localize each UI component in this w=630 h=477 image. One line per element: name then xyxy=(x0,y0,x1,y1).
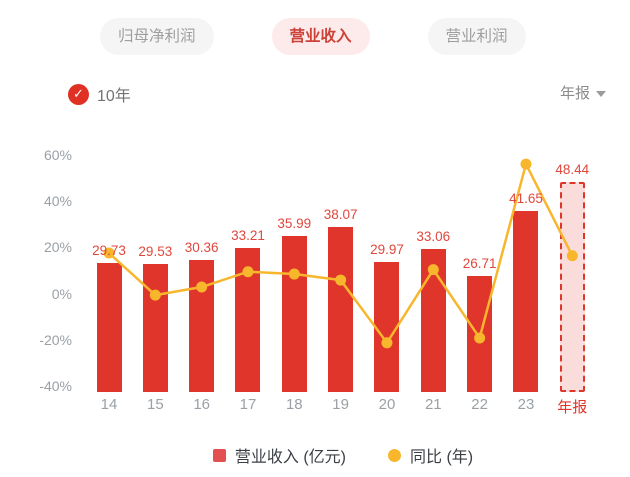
x-axis-label-年报: 年报 xyxy=(557,399,588,416)
bar-17[interactable] xyxy=(235,248,261,392)
y-axis-tick: 60% xyxy=(43,146,72,163)
tab-operating-profit[interactable]: 营业利润 xyxy=(427,18,526,55)
bar-value-label-20: 29.97 xyxy=(370,242,404,258)
checkmark-icon: ✓ xyxy=(68,83,89,105)
bar-value-label-14: 29.73 xyxy=(92,243,126,259)
bar-value-label-年报: 48.44 xyxy=(555,162,590,177)
report-period-label: 年报 xyxy=(559,85,590,102)
bar-20[interactable] xyxy=(374,262,400,392)
yoy-dot-23[interactable] xyxy=(520,158,532,170)
x-axis-label-18: 18 xyxy=(285,396,303,413)
bar-forecast[interactable] xyxy=(559,182,585,392)
tab-operating-revenue[interactable]: 营业收入 xyxy=(271,18,370,55)
x-axis-label-19: 19 xyxy=(332,396,349,413)
x-axis-label-22: 22 xyxy=(471,396,488,413)
x-axis-label-21: 21 xyxy=(424,396,442,413)
bar-21[interactable] xyxy=(420,248,446,392)
x-axis-label-20: 20 xyxy=(378,396,396,413)
bar-value-label-16: 30.36 xyxy=(184,240,219,256)
x-axis-label-23: 23 xyxy=(517,396,535,413)
yoy-swatch-icon xyxy=(388,448,401,462)
bar-23[interactable] xyxy=(513,211,539,392)
metric-tabs: 归母净利润 营业收入 营业利润 xyxy=(100,18,526,55)
bar-value-label-18: 35.99 xyxy=(277,215,312,231)
legend-revenue-label: 营业收入 (亿元) xyxy=(234,449,346,466)
bar-22[interactable] xyxy=(467,276,493,392)
range-label: 10年 xyxy=(97,88,131,105)
revenue-swatch-icon xyxy=(212,448,226,462)
chevron-down-icon xyxy=(596,90,606,97)
x-axis-label-14: 14 xyxy=(100,396,118,413)
report-period-dropdown[interactable]: 年报 xyxy=(560,82,606,103)
y-axis-tick: 40% xyxy=(43,192,72,209)
bar-value-label-22: 26.71 xyxy=(462,256,497,272)
legend-item-revenue: 营业收入 (亿元) xyxy=(212,443,346,467)
bar-18[interactable] xyxy=(281,235,307,392)
chart-legend: 营业收入 (亿元) 同比 (年) xyxy=(28,443,630,467)
tab-net-profit[interactable]: 归母净利润 xyxy=(100,18,214,55)
bar-value-label-15: 29.53 xyxy=(138,243,173,259)
bar-16[interactable] xyxy=(189,260,215,392)
bar-15[interactable] xyxy=(142,263,168,392)
range-10y-toggle[interactable]: ✓ 10年 xyxy=(68,82,131,106)
legend-yoy-label: 同比 (年) xyxy=(410,449,474,466)
bar-14[interactable] xyxy=(96,263,122,392)
x-axis-label-16: 16 xyxy=(193,396,210,413)
y-axis-tick: -20% xyxy=(39,331,72,348)
bar-value-label-19: 38.07 xyxy=(323,206,358,222)
bar-value-label-21: 33.06 xyxy=(416,228,451,244)
y-axis-tick: 0% xyxy=(51,285,72,302)
y-axis-tick: 20% xyxy=(43,239,72,256)
bar-value-label-23: 41.65 xyxy=(509,191,543,207)
x-axis-label-15: 15 xyxy=(146,396,164,413)
y-axis-tick: -40% xyxy=(39,378,72,395)
x-axis-label-17: 17 xyxy=(239,396,257,413)
legend-item-yoy: 同比 (年) xyxy=(388,443,473,467)
bar-19[interactable] xyxy=(328,226,354,392)
bar-value-label-17: 33.21 xyxy=(231,228,265,244)
